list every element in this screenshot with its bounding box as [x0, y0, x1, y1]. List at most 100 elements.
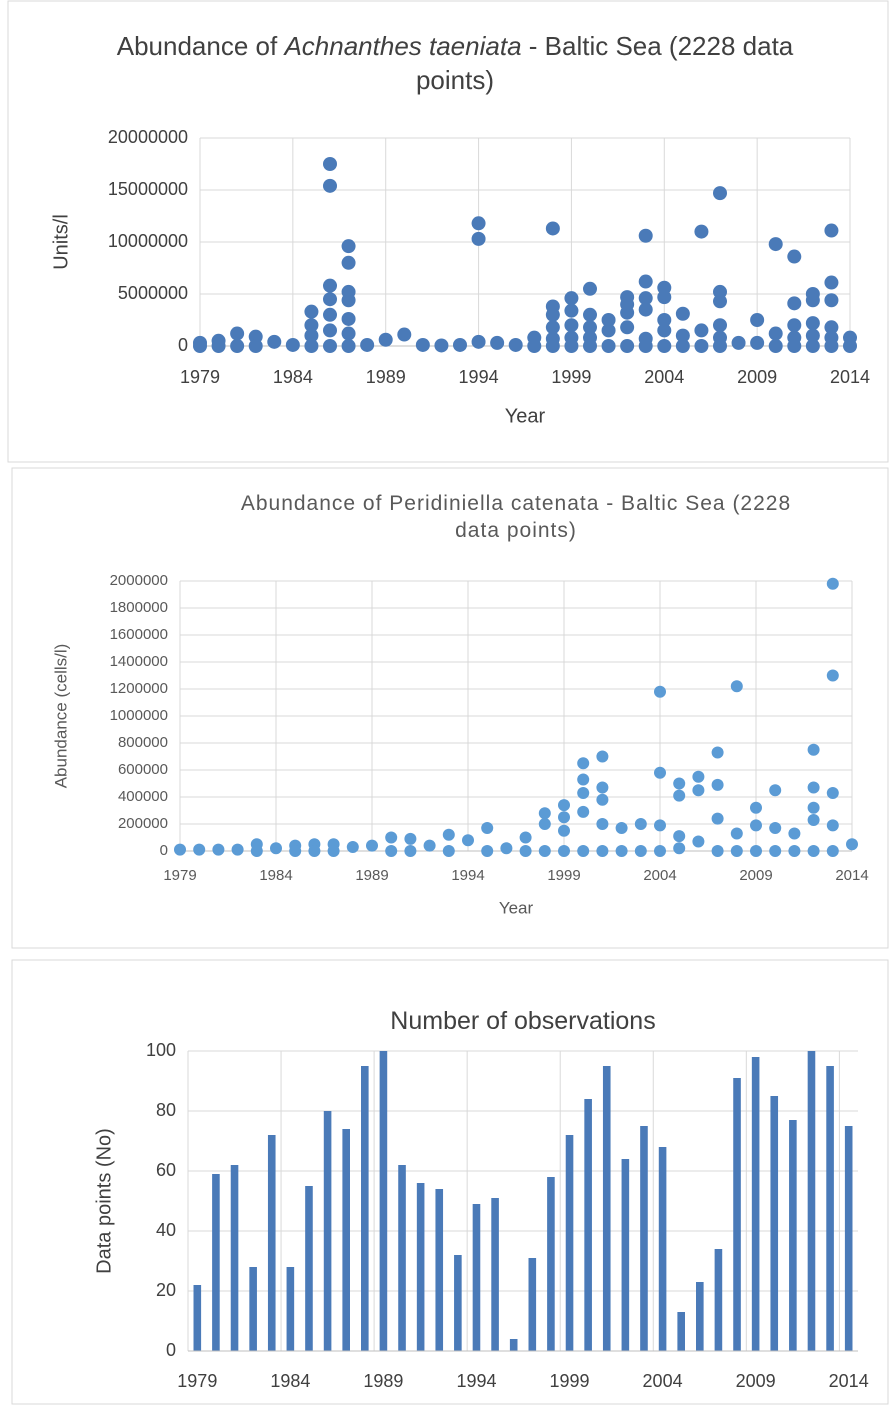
- data-point: [692, 835, 705, 848]
- data-point: [596, 781, 609, 794]
- data-point: [788, 845, 801, 857]
- data-point: [323, 323, 337, 338]
- data-point: [323, 278, 337, 293]
- data-point: [423, 839, 436, 852]
- bar: [770, 1096, 779, 1351]
- data-point: [750, 335, 765, 350]
- data-point: [620, 305, 635, 320]
- data-point: [711, 812, 724, 825]
- bar: [565, 1135, 574, 1351]
- data-point: [768, 237, 783, 252]
- data-point: [304, 328, 319, 343]
- data-point: [805, 293, 820, 308]
- bar: [826, 1066, 834, 1351]
- y-tick-label: 800000: [118, 734, 168, 751]
- bar: [807, 1051, 816, 1351]
- data-point: [519, 831, 532, 844]
- data-point: [711, 746, 724, 759]
- chart-frame: [11, 467, 889, 949]
- data-point: [230, 326, 245, 341]
- data-point: [787, 296, 802, 311]
- data-point: [558, 824, 570, 837]
- data-point: [174, 843, 186, 856]
- y-tick-label: 80: [156, 1100, 176, 1120]
- data-point: [360, 337, 375, 352]
- y-tick-label: 15000000: [108, 179, 188, 199]
- data-point: [558, 811, 570, 824]
- data-point: [442, 845, 455, 857]
- data-point: [673, 789, 686, 802]
- data-point: [289, 845, 302, 857]
- data-point: [620, 320, 635, 335]
- data-point: [769, 784, 782, 797]
- data-point: [694, 339, 709, 353]
- x-axis-title: Year: [505, 405, 546, 427]
- bar: [696, 1282, 704, 1351]
- bar: [844, 1126, 853, 1351]
- data-point: [826, 819, 839, 832]
- x-tick-label: 2004: [643, 867, 676, 884]
- data-point: [231, 843, 244, 856]
- data-point: [404, 845, 417, 857]
- bar: [751, 1057, 760, 1351]
- data-point: [378, 332, 393, 347]
- y-tick-label: 0: [166, 1340, 176, 1360]
- data-point: [267, 334, 282, 349]
- data-point: [270, 842, 282, 855]
- data-point: [341, 339, 356, 353]
- data-point: [768, 339, 783, 353]
- y-tick-label: 40: [156, 1220, 176, 1240]
- x-tick-label: 2009: [739, 867, 772, 884]
- data-point: [462, 834, 474, 847]
- data-point: [615, 822, 628, 835]
- data-point: [385, 831, 398, 844]
- bar: [733, 1078, 741, 1351]
- bar: [212, 1174, 220, 1351]
- data-point: [601, 339, 616, 353]
- bar: [714, 1249, 723, 1351]
- data-point: [481, 845, 494, 857]
- data-point: [577, 757, 590, 770]
- data-point: [601, 323, 616, 338]
- data-point: [692, 784, 705, 797]
- data-point: [694, 323, 709, 338]
- data-point: [250, 845, 263, 857]
- title-run: Abundance of Peridiniella catenata - Bal…: [240, 492, 798, 543]
- x-tick-label: 2014: [835, 867, 868, 884]
- data-point: [346, 840, 359, 853]
- bar: [379, 1051, 388, 1351]
- data-point: [638, 274, 653, 289]
- data-point: [807, 813, 820, 826]
- bar: [789, 1120, 797, 1351]
- data-point: [805, 316, 820, 331]
- bar: [491, 1198, 499, 1351]
- data-point: [193, 339, 207, 353]
- x-tick-label: 1999: [551, 367, 591, 387]
- y-tick-label: 10000000: [108, 231, 188, 251]
- x-tick-label: 1979: [163, 867, 196, 884]
- bar: [249, 1267, 257, 1351]
- bar: [472, 1204, 481, 1351]
- data-point: [211, 339, 226, 353]
- data-point: [601, 313, 616, 327]
- data-point: [711, 778, 724, 791]
- x-tick-label: 2004: [644, 367, 684, 387]
- data-point: [323, 178, 337, 193]
- x-tick-label: 1994: [451, 867, 484, 884]
- x-tick-label: 1989: [363, 1371, 403, 1391]
- x-tick-label: 1984: [270, 1371, 310, 1391]
- data-point: [538, 845, 551, 857]
- bar: [602, 1066, 611, 1351]
- data-point: [490, 335, 505, 350]
- data-point: [545, 221, 560, 236]
- data-point: [787, 318, 802, 333]
- data-point: [805, 328, 820, 343]
- chart-title: Abundance of Peridiniella catenata - Bal…: [216, 490, 816, 545]
- x-tick-label: 1979: [180, 367, 220, 387]
- data-point: [323, 292, 337, 307]
- x-axis-title: Year: [499, 898, 534, 917]
- data-point: [596, 818, 609, 830]
- data-point: [212, 843, 225, 856]
- x-tick-label: 1979: [177, 1371, 217, 1391]
